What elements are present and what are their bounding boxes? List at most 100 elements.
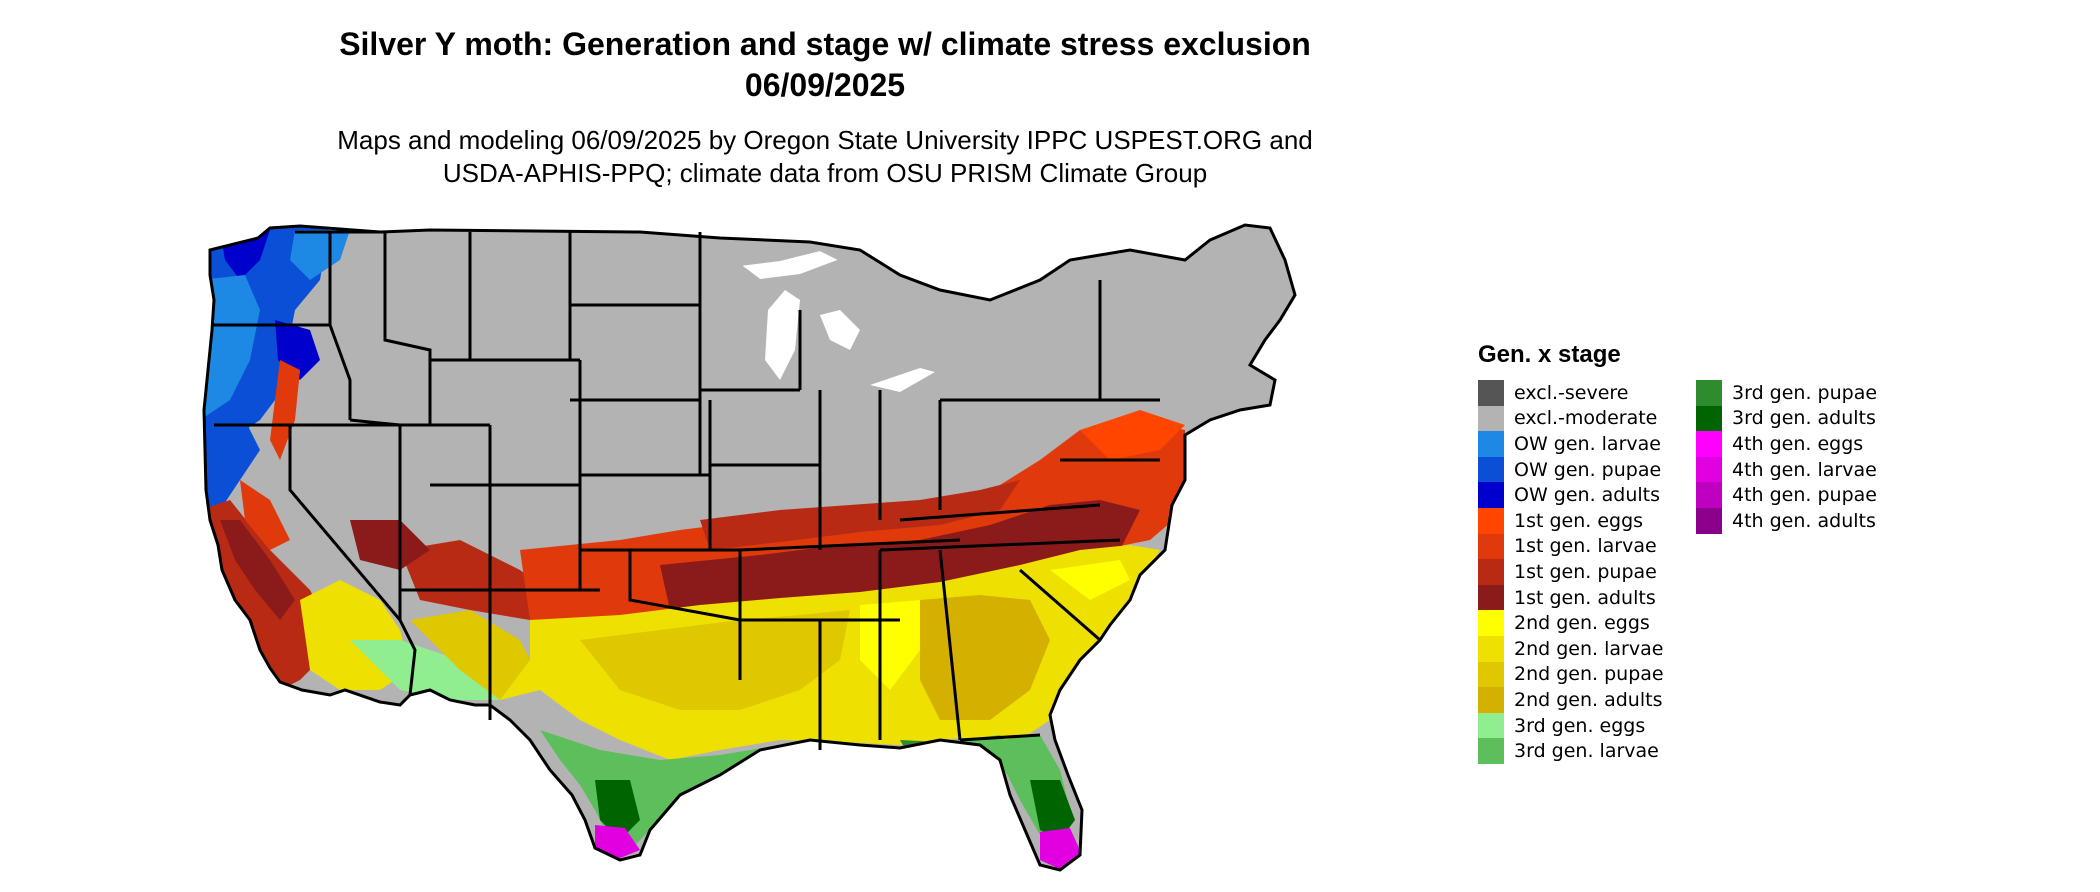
legend: Gen. x stage excl.-severe excl.-moderate O…	[1478, 340, 1998, 780]
region-ow-gen-pupae-2	[204, 410, 260, 520]
border-tn-south	[879, 538, 1121, 552]
legend-swatch	[1478, 584, 1504, 611]
region-2nd-gen-eggs-nc	[1050, 560, 1130, 600]
region-1st-gen-adults-south	[660, 500, 1140, 610]
legend-label: 2nd gen. adults	[1514, 688, 1663, 711]
legend-item: excl.-severe	[1478, 380, 1664, 406]
legend-label: 3rd gen. pupae	[1732, 381, 1878, 404]
lake-superior	[737, 248, 843, 282]
legend-label: 4th gen. adults	[1732, 509, 1876, 532]
map-title-date: 06/09/2025	[744, 67, 906, 103]
legend-swatch	[1478, 661, 1504, 688]
legend-swatch	[1478, 431, 1504, 457]
legend-swatch	[1478, 559, 1504, 585]
legend-label: OW gen. adults	[1514, 484, 1661, 507]
border-ky-tn	[899, 503, 1101, 522]
us-map-svg	[202, 223, 1297, 872]
legend-item: 1st gen. pupae	[1478, 559, 1664, 585]
legend-label: 1st gen. pupae	[1514, 560, 1657, 583]
legend-title: Gen. x stage	[1478, 341, 1621, 368]
state-borders	[202, 223, 1297, 872]
legend-swatch	[1478, 533, 1504, 560]
legend-swatch	[1478, 687, 1504, 713]
legend-item: OW gen. pupae	[1478, 456, 1664, 483]
legend-label: 4th gen. larvae	[1732, 458, 1877, 481]
legend-item: 3rd gen. pupae	[1696, 380, 1877, 406]
legend-swatch	[1478, 482, 1504, 508]
legend-column-1: excl.-severe excl.-moderate OW gen. larvae…	[1478, 380, 1664, 764]
region-ow-gen-larvae-2	[290, 230, 350, 280]
region-1st-gen-adults	[220, 520, 295, 620]
legend-label: 3rd gen. larvae	[1514, 740, 1659, 763]
region-1st-gen-eggs-ne	[1080, 410, 1185, 460]
legend-swatch	[1478, 610, 1504, 636]
legend-label: 3rd gen. eggs	[1514, 714, 1646, 737]
legend-item: 3rd gen. eggs	[1478, 712, 1664, 739]
region-2nd-gen-adults-se	[920, 595, 1050, 720]
border-ca-az	[398, 590, 417, 696]
lake-michigan	[765, 290, 800, 380]
legend-swatch	[1478, 635, 1504, 662]
legend-item: 3rd gen. larvae	[1478, 738, 1664, 764]
legend-swatch	[1696, 482, 1722, 508]
lake-erie	[870, 368, 935, 392]
legend-item: 4th gen. adults	[1696, 507, 1877, 534]
legend-label: 4th gen. pupae	[1732, 484, 1877, 507]
border-tx-ok	[628, 550, 741, 622]
region-ow-gen-larvae	[204, 275, 260, 420]
legend-item: 4th gen. larvae	[1696, 456, 1877, 483]
legend-item: OW gen. adults	[1478, 482, 1664, 508]
legend-label: 3rd gen. adults	[1732, 407, 1876, 430]
legend-swatch	[1478, 738, 1504, 764]
legend-label: excl.-moderate	[1514, 407, 1658, 430]
border-ca-nv	[288, 425, 402, 621]
region-3rd-gen-adults-fl	[1030, 780, 1075, 840]
legend-swatch	[1478, 456, 1504, 483]
map-subtitle-line2: USDA-APHIS-PPQ; climate data from OSU PR…	[442, 158, 1208, 188]
legend-item: excl.-moderate	[1478, 405, 1664, 432]
legend-label: OW gen. pupae	[1514, 458, 1662, 481]
legend-swatch	[1696, 380, 1722, 406]
region-1st-gen-larvae-inland	[270, 360, 300, 460]
legend-column-2: 3rd gen. pupae 3rd gen. adults 4th gen. eg…	[1696, 380, 1877, 534]
map-title-line1: Silver Y moth: Generation and stage w/ c…	[339, 26, 1311, 62]
region-1st-gen-adults-sw	[350, 520, 430, 570]
legend-item: 4th gen. pupae	[1696, 482, 1877, 508]
legend-swatch	[1478, 507, 1504, 534]
legend-label: OW gen. larvae	[1514, 432, 1661, 455]
legend-item: 2nd gen. larvae	[1478, 635, 1664, 662]
legend-swatch	[1478, 712, 1504, 739]
legend-label: 1st gen. larvae	[1514, 535, 1657, 558]
map-subtitle-line1: Maps and modeling 06/09/2025 by Oregon S…	[337, 125, 1313, 155]
legend-swatch	[1696, 405, 1722, 432]
legend-item: 1st gen. larvae	[1478, 533, 1664, 560]
legend-swatch	[1696, 456, 1722, 483]
legend-label: 2nd gen. eggs	[1514, 612, 1650, 635]
legend-item: 2nd gen. adults	[1478, 687, 1664, 713]
legend-item: 3rd gen. adults	[1696, 405, 1877, 432]
legend-swatch	[1478, 405, 1504, 432]
border-mo-ar	[739, 538, 961, 552]
border-nc-sc	[1019, 568, 1101, 642]
map-subtitle: Maps and modeling 06/09/2025 by Oregon S…	[0, 124, 1650, 190]
legend-label: 1st gen. adults	[1514, 586, 1656, 609]
legend-item: 2nd gen. pupae	[1478, 661, 1664, 688]
region-3rd-gen-eggs-sw	[350, 640, 500, 700]
lake-huron	[820, 310, 860, 350]
region-1st-gen-pupae-sw	[400, 540, 560, 620]
legend-item: 1st gen. adults	[1478, 584, 1664, 611]
region-2nd-gen-pupae-tx	[580, 610, 850, 710]
region-2nd-gen-eggs-ms	[860, 600, 920, 690]
legend-label: 4th gen. eggs	[1732, 432, 1864, 455]
us-map	[200, 220, 1440, 890]
legend-swatch	[1696, 507, 1722, 534]
region-2nd-gen-pupae-sw	[410, 610, 540, 700]
legend-label: 2nd gen. larvae	[1514, 637, 1664, 660]
border-id-ut	[349, 418, 490, 427]
region-1st-gen-larvae	[240, 480, 290, 550]
region-4th-gen-larvae-tx	[595, 825, 640, 860]
legend-item: 1st gen. eggs	[1478, 507, 1664, 534]
legend-item: OW gen. larvae	[1478, 431, 1664, 457]
legend-label: 2nd gen. pupae	[1514, 663, 1664, 686]
